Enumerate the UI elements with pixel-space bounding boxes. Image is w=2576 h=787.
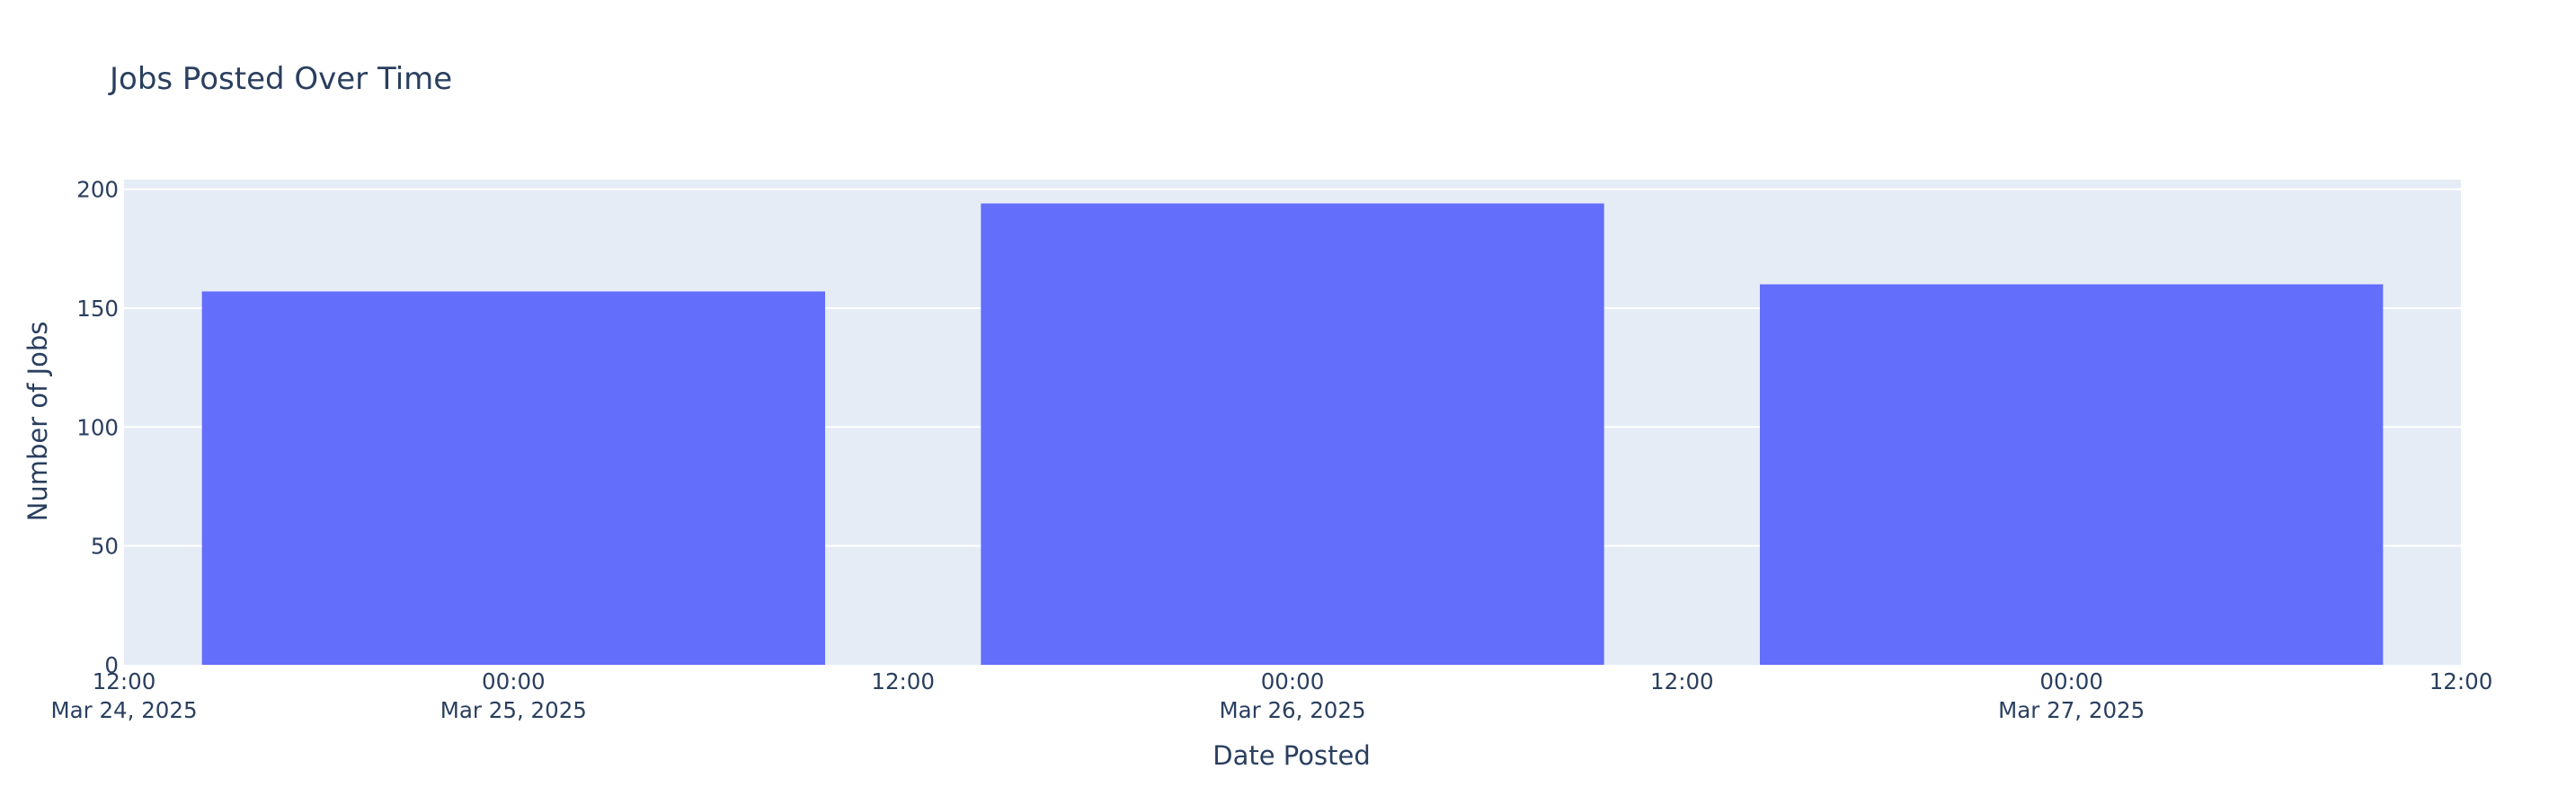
x-tick-label: 12:00: [871, 668, 935, 694]
y-tick-label: 150: [76, 296, 119, 322]
bar: [981, 203, 1604, 665]
y-tick-label: 50: [91, 534, 119, 560]
x-tick-date-label: Mar 25, 2025: [440, 697, 587, 723]
bars: [201, 203, 2384, 665]
x-tick-label: 00:00: [1261, 668, 1325, 694]
bar: [201, 291, 825, 665]
x-tick-date-label: Mar 26, 2025: [1219, 697, 1365, 723]
bar: [1760, 284, 2384, 665]
x-tick-date-label: Mar 27, 2025: [1998, 697, 2145, 723]
chart-title: Jobs Posted Over Time: [108, 61, 452, 97]
x-tick-label: 00:00: [482, 668, 546, 694]
x-tick-label: 00:00: [2039, 668, 2103, 694]
x-axis-title: Date Posted: [1212, 740, 1370, 771]
x-tick-label: 12:00: [2429, 668, 2493, 694]
y-tick-label: 0: [104, 652, 119, 678]
y-tick-label: 200: [76, 177, 119, 203]
y-tick-label: 100: [76, 414, 119, 440]
y-axis-title: Number of Jobs: [22, 322, 53, 522]
y-tick-labels: 0 50 100 150 200: [76, 177, 119, 678]
x-tick-date-label: Mar 24, 2025: [50, 697, 197, 723]
x-tick-label: 12:00: [1650, 668, 1714, 694]
x-tick-labels: 12:00 Mar 24, 2025 00:00 Mar 25, 2025 12:00 0…: [50, 668, 2492, 723]
x-tick-label: 12:00: [93, 668, 156, 694]
